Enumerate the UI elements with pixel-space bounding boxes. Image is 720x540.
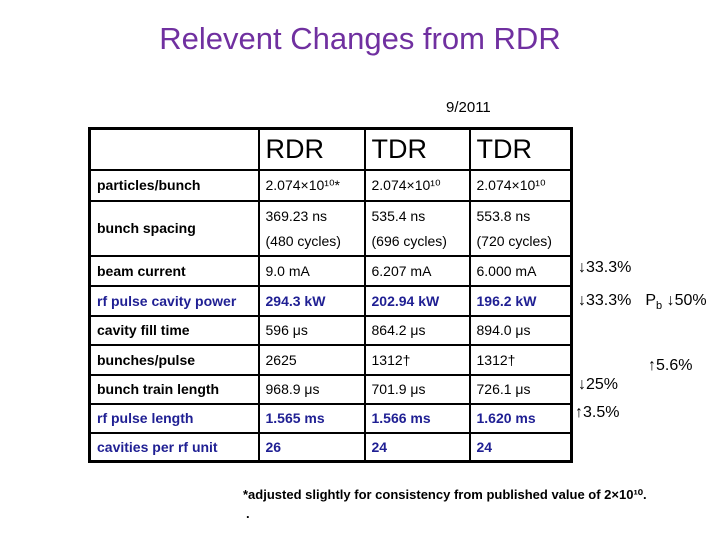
beam-power-delta-value: ↓50% [666,292,707,309]
row-label: bunch train length [88,373,260,405]
table-row-rf-pulse-cavity-power: rf pulse cavity power 294.3 kW 202.94 kW… [88,284,573,317]
table-row-bunches-per-pulse: bunches/pulse 2625 1312† 1312† [88,343,573,376]
row-label: cavity fill time [88,314,260,346]
cell-tdr-2: 894.0 μs [468,314,573,346]
table-row-beam-current: beam current 9.0 mA 6.207 mA 6.000 mA [88,254,573,287]
header-tdr-1: TDR [363,127,471,171]
cell-tdr-2: 1.620 ms [468,402,573,434]
annotation-upper-right-delta: ↑5.6% [648,357,693,374]
cell-rdr: 369.23 ns (480 cycles) [257,199,366,257]
cell-rdr: 9.0 mA [257,254,366,287]
cell-tdr-2: 6.000 mA [468,254,573,287]
cell-tdr-1: 701.9 μs [363,373,471,405]
cell-tdr-1: 2.074×10¹⁰ [363,168,471,202]
row-label: cavities per rf unit [88,431,260,463]
cell-tdr-1: 535.4 ns (696 cycles) [363,199,471,257]
row-label: rf pulse cavity power [88,284,260,317]
cell-tdr-2: 196.2 kW [468,284,573,317]
cell-tdr-2: 2.074×10¹⁰ [468,168,573,202]
cell-tdr-2: 553.8 ns (720 cycles) [468,199,573,257]
cell-tdr-1: 24 [363,431,471,463]
cell-tdr-2: 24 [468,431,573,463]
cell-rdr: 1.565 ms [257,402,366,434]
footnote-line1: *adjusted slightly for consistency from … [243,487,647,502]
table-row-rf-pulse-length: rf pulse length 1.565 ms 1.566 ms 1.620 … [88,402,573,434]
table-row-particles-per-bunch: particles/bunch 2.074×10¹⁰* 2.074×10¹⁰ 2… [88,168,573,202]
table-row-bunch-spacing: bunch spacing 369.23 ns (480 cycles) 535… [88,199,573,257]
cycles-line: (720 cycles) [476,232,552,249]
header-tdr-2: TDR [468,127,573,171]
parameters-table: RDR TDR TDR particles/bunch 2.074×10¹⁰* … [88,127,573,463]
annotation-beam-current-delta: ↓33.3% [578,259,632,276]
date-label: 9/2011 [446,99,491,116]
row-label: rf pulse length [88,402,260,434]
cell-tdr-1: 1312† [363,343,471,376]
row-label: beam current [88,254,260,287]
row-label: bunch spacing [88,199,260,257]
annotation-rf-power-delta: ↓33.3% Pb ↓50% [578,292,707,312]
rf-power-delta-value: ↓33.3% [578,292,632,309]
cell-tdr-1: 1.566 ms [363,402,471,434]
cell-rdr: 294.3 kW [257,284,366,317]
table-header-row: RDR TDR TDR [88,127,573,171]
annotation-train-length-delta: ↓25% [578,376,619,393]
cell-tdr-1: 6.207 mA [363,254,471,287]
slide-title: Relevent Changes from RDR [159,21,561,56]
header-empty [88,127,260,171]
row-label: particles/bunch [88,168,260,202]
beam-power-symbol: Pb [645,292,663,313]
cell-tdr-1: 864.2 μs [363,314,471,346]
annotation-rf-pulse-delta: ↑3.5% [575,404,620,421]
value-line: 535.4 ns [371,207,426,224]
cell-tdr-2: 1312† [468,343,573,376]
table-row-cavity-fill-time: cavity fill time 596 μs 864.2 μs 894.0 μ… [88,314,573,346]
cell-tdr-1: 202.94 kW [363,284,471,317]
cell-rdr: 968.9 μs [257,373,366,405]
cell-rdr: 596 μs [257,314,366,346]
header-rdr: RDR [257,127,366,171]
cell-rdr: 2625 [257,343,366,376]
value-line: 553.8 ns [476,207,531,224]
cell-rdr: 2.074×10¹⁰* [257,168,366,202]
value-line: 369.23 ns [265,207,328,224]
footnote-line2: . [246,506,250,521]
cell-tdr-2: 726.1 μs [468,373,573,405]
cycles-line: (480 cycles) [265,232,341,249]
table-row-cavities-per-rf-unit: cavities per rf unit 26 24 24 [88,431,573,463]
table-row-bunch-train-length: bunch train length 968.9 μs 701.9 μs 726… [88,373,573,405]
row-label: bunches/pulse [88,343,260,376]
cycles-line: (696 cycles) [371,232,447,249]
cell-rdr: 26 [257,431,366,463]
